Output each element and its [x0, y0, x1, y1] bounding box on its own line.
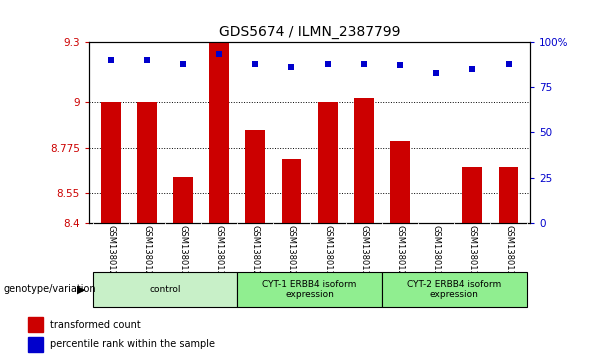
Bar: [237, 272, 382, 307]
Text: GSM1380131: GSM1380131: [178, 225, 188, 281]
Point: [504, 61, 514, 66]
Bar: [137, 102, 157, 223]
Text: GSM1380129: GSM1380129: [395, 225, 405, 281]
Bar: [354, 98, 374, 223]
Title: GDS5674 / ILMN_2387799: GDS5674 / ILMN_2387799: [219, 25, 400, 39]
Text: percentile rank within the sample: percentile rank within the sample: [50, 339, 215, 349]
Point: [468, 66, 478, 72]
Text: GSM1380134: GSM1380134: [359, 225, 368, 281]
Bar: [173, 177, 193, 223]
Text: GSM1380132: GSM1380132: [215, 225, 224, 281]
Bar: [390, 140, 410, 223]
Point: [250, 61, 260, 66]
Bar: [382, 272, 527, 307]
Text: GSM1380125: GSM1380125: [106, 225, 115, 281]
Point: [395, 62, 405, 68]
Text: GSM1380126: GSM1380126: [142, 225, 151, 281]
Point: [286, 64, 296, 70]
Point: [142, 57, 151, 63]
Bar: [101, 102, 121, 223]
Bar: [318, 102, 338, 223]
Text: GSM1380128: GSM1380128: [287, 225, 296, 281]
Point: [359, 61, 369, 66]
Bar: [28, 337, 43, 352]
Text: GSM1380130: GSM1380130: [432, 225, 441, 281]
Bar: [245, 130, 265, 223]
Text: CYT-2 ERBB4 isoform
expression: CYT-2 ERBB4 isoform expression: [407, 280, 501, 299]
Bar: [209, 42, 229, 223]
Bar: [498, 167, 519, 223]
Point: [105, 57, 115, 63]
Point: [178, 61, 188, 66]
Text: GSM1380127: GSM1380127: [251, 225, 260, 281]
Text: transformed count: transformed count: [50, 320, 141, 330]
Bar: [28, 317, 43, 332]
Point: [432, 70, 441, 76]
Bar: [93, 272, 237, 307]
Text: GSM1380136: GSM1380136: [504, 225, 513, 281]
Point: [214, 52, 224, 57]
Point: [323, 61, 333, 66]
Text: CYT-1 ERBB4 isoform
expression: CYT-1 ERBB4 isoform expression: [262, 280, 357, 299]
Text: ▶: ▶: [77, 285, 85, 294]
Bar: [462, 167, 482, 223]
Text: genotype/variation: genotype/variation: [3, 285, 96, 294]
Text: control: control: [149, 285, 181, 294]
Text: GSM1380135: GSM1380135: [468, 225, 477, 281]
Text: GSM1380133: GSM1380133: [323, 225, 332, 281]
Bar: [281, 159, 302, 223]
